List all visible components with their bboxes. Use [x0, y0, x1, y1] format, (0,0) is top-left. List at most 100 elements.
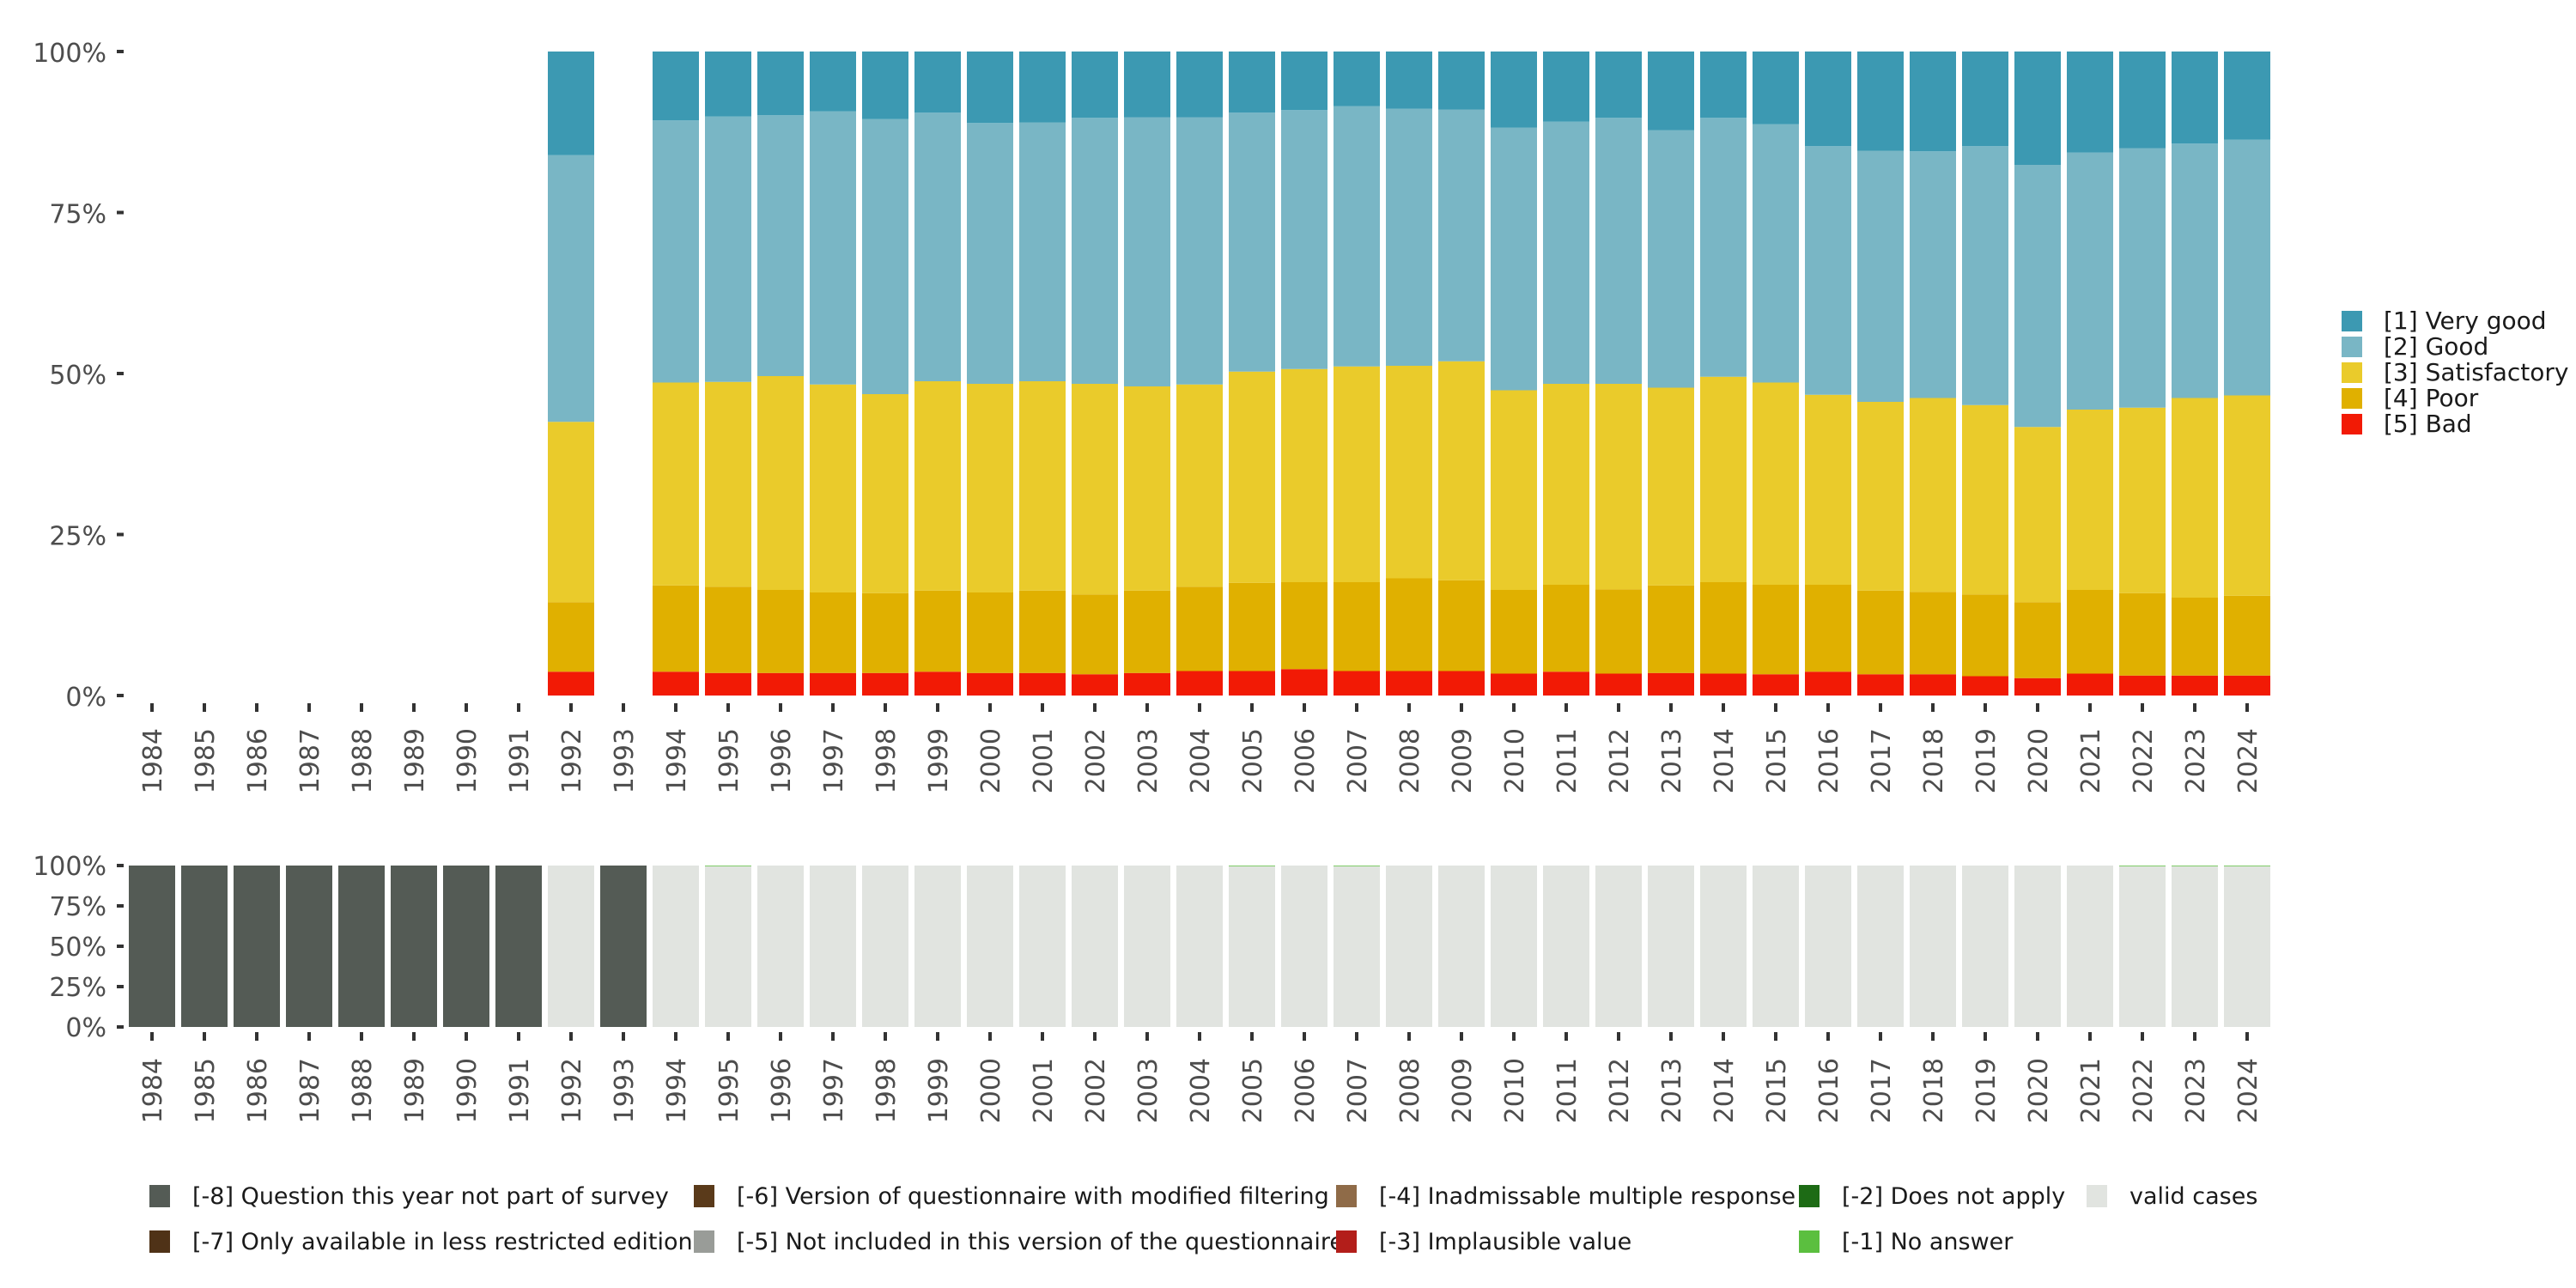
bar-segment-2011--3-satisfactory — [1543, 384, 1589, 585]
bar-segment-1994--2-good — [653, 120, 699, 383]
bar-segment-2009-valid-cases — [1438, 866, 1485, 1027]
x-tick-label: 2024 — [2233, 1058, 2263, 1123]
bar-segment-2016--2-good — [1805, 146, 1851, 395]
x-tick-label: 2001 — [1029, 728, 1059, 793]
bar-segment-2018--4-poor — [1910, 592, 1956, 675]
x-tick-label: 2006 — [1291, 1058, 1321, 1123]
y-tick-label: 0% — [65, 683, 106, 713]
top-legend: [1] Very good[2] Good[3] Satisfactory[4]… — [2342, 307, 2568, 438]
bar-segment-2005--1-very-good — [1229, 52, 1275, 113]
bar-segment-1995--5-bad — [705, 672, 751, 696]
y-tick-label: 25% — [49, 521, 106, 551]
bar-segment-2018--1-very-good — [1910, 52, 1956, 152]
bar-segment-2001--2-good — [1019, 122, 1066, 381]
x-tick-label: 2001 — [1029, 1058, 1059, 1123]
legend-swatch — [2342, 311, 2362, 331]
x-tick-label: 1990 — [453, 1058, 483, 1123]
bar-segment-2012--5-bad — [1595, 673, 1642, 696]
x-tick-label: 1995 — [714, 1058, 744, 1123]
bar-segment-1999--2-good — [914, 112, 961, 381]
bar-segment-2003--1-very-good — [1124, 52, 1170, 118]
bar-segment-2023--3-satisfactory — [2172, 398, 2218, 598]
bar-segment-2001--1-very-good — [1019, 52, 1066, 123]
bar-segment-2000-valid-cases — [967, 866, 1013, 1027]
bar-segment-2020--2-good — [2014, 165, 2061, 428]
x-tick-label: 1993 — [610, 728, 640, 793]
bar-segment-1997--2-good — [810, 111, 856, 385]
x-tick-label: 2000 — [976, 1058, 1006, 1123]
x-tick-label: 2005 — [1238, 1058, 1268, 1123]
bar-segment-2010-valid-cases — [1491, 866, 1537, 1027]
legend-swatch — [149, 1185, 170, 1207]
x-tick-label: 2018 — [1919, 1058, 1949, 1123]
x-tick-label: 1984 — [138, 728, 168, 793]
x-tick-label: 1994 — [662, 1058, 692, 1123]
x-tick-label: 1996 — [767, 728, 797, 793]
bar-segment-2024-valid-cases — [2224, 866, 2270, 1027]
bar-segment-1995--1-very-good — [705, 52, 751, 117]
bar-segment-2007--5-bad — [1334, 671, 1380, 696]
bar-segment-2024--2-good — [2224, 139, 2270, 396]
bar-segment-2014--2-good — [1700, 118, 1747, 377]
x-tick-label: 2014 — [1710, 728, 1740, 793]
bar-segment-2019-valid-cases — [1962, 866, 2008, 1027]
bar-segment-1992--3-satisfactory — [548, 422, 594, 603]
bar-segment-1992--1-very-good — [548, 52, 594, 155]
bar-segment-2011--2-good — [1543, 121, 1589, 384]
bar-segment-2013--1-very-good — [1648, 52, 1694, 131]
x-tick-label: 1997 — [819, 1058, 849, 1123]
top-plot-responses — [548, 52, 2270, 696]
bar-segment-1998--3-satisfactory — [862, 394, 908, 593]
legend-swatch — [2342, 388, 2362, 409]
x-tick-label: 2002 — [1081, 1058, 1111, 1123]
bar-segment-2005--3-satisfactory — [1229, 371, 1275, 583]
bar-segment-1990--8-question-this-year-not-part-of-survey — [443, 866, 489, 1027]
bar-segment-2024--5-bad — [2224, 675, 2270, 696]
bar-segment-2004--5-bad — [1176, 671, 1223, 696]
bar-segment-2006--4-poor — [1281, 582, 1327, 670]
x-tick-label: 1994 — [662, 728, 692, 793]
bar-segment-2017--5-bad — [1857, 674, 1904, 696]
legend-swatch — [2342, 414, 2362, 434]
bar-segment-1998-valid-cases — [862, 866, 908, 1027]
bar-segment-2020--3-satisfactory — [2014, 427, 2061, 603]
bar-segment-2024--3-satisfactory — [2224, 395, 2270, 596]
x-tick-label: 2012 — [1605, 1058, 1635, 1123]
y-tick-label: 100% — [33, 39, 106, 69]
x-tick-label: 1998 — [872, 1058, 902, 1123]
bar-segment-1989--8-question-this-year-not-part-of-survey — [391, 866, 437, 1027]
x-tick-label: 1996 — [767, 1058, 797, 1123]
bar-segment-2010--1-very-good — [1491, 52, 1537, 128]
legend-swatch — [149, 1230, 170, 1253]
x-tick-label: 1984 — [138, 1058, 168, 1123]
legend-label: [5] Bad — [2384, 410, 2472, 438]
bar-segment-2009--3-satisfactory — [1438, 361, 1485, 580]
bar-segment-2008--5-bad — [1386, 671, 1432, 696]
bar-segment-2001-valid-cases — [1019, 866, 1066, 1027]
bar-segment-2013--4-poor — [1648, 585, 1694, 673]
bar-segment-2006--3-satisfactory — [1281, 368, 1327, 582]
bar-segment-2020--4-poor — [2014, 602, 2061, 678]
x-tick-label: 1989 — [400, 1058, 430, 1123]
x-tick-label: 1999 — [924, 1058, 954, 1123]
bar-segment-1994--1-very-good — [653, 52, 699, 121]
bar-segment-2000--1-very-good — [967, 52, 1013, 124]
bar-segment-2015-valid-cases — [1753, 866, 1799, 1027]
bar-segment-2017--2-good — [1857, 150, 1904, 402]
x-tick-label: 2017 — [1867, 728, 1897, 793]
x-tick-label: 1988 — [348, 728, 378, 793]
bar-segment-2007--3-satisfactory — [1334, 366, 1380, 582]
bar-segment-2003--2-good — [1124, 117, 1170, 386]
bar-segment-2000--2-good — [967, 123, 1013, 384]
bar-segment-2013--2-good — [1648, 130, 1694, 388]
x-tick-label: 2015 — [1762, 1058, 1792, 1123]
bar-segment-2005--4-poor — [1229, 582, 1275, 671]
bar-segment-2019--1-very-good — [1962, 52, 2008, 147]
bar-segment-1993--8-question-this-year-not-part-of-survey — [600, 866, 647, 1027]
bar-segment-1994--4-poor — [653, 585, 699, 672]
bottom-x-axis: 1984 1985 1986 1987 1988 1989 1990 1991 1992 1993… — [138, 1032, 2263, 1123]
bar-segment-1997--5-bad — [810, 672, 856, 696]
x-tick-label: 2009 — [1448, 728, 1478, 793]
y-tick-label: 75% — [49, 892, 106, 922]
bar-segment-2020--5-bad — [2014, 677, 2061, 696]
